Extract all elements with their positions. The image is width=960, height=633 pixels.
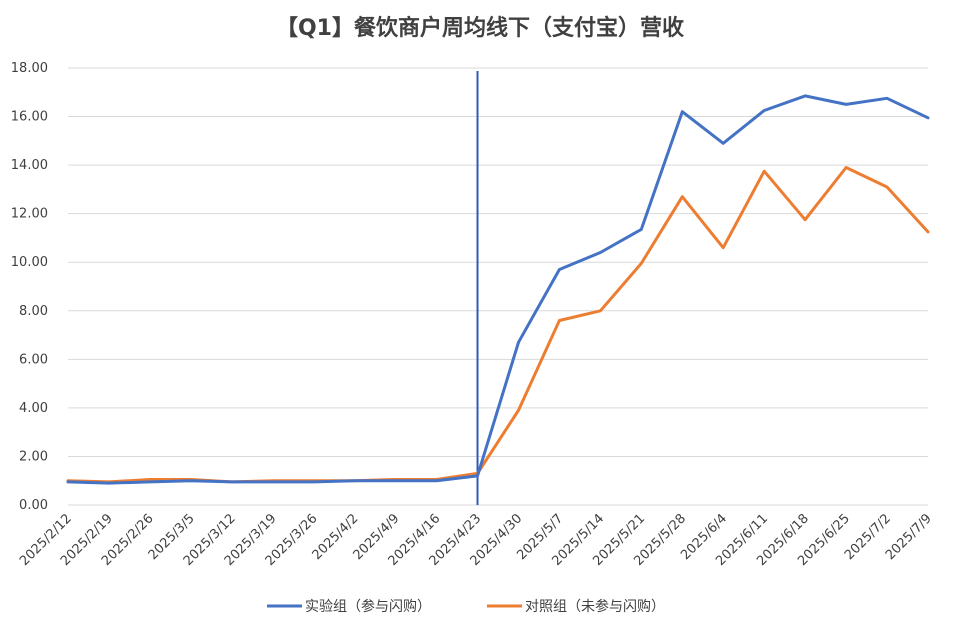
legend-item-experiment: 实验组（参与闪购）: [267, 598, 431, 615]
legend-label: 对照组（未参与闪购）: [525, 598, 665, 615]
legend-item-control: 对照组（未参与闪购）: [487, 598, 665, 615]
y-tick-label: 16.00: [11, 110, 48, 125]
series-lines: [66, 94, 930, 485]
y-tick-label: 10.00: [11, 255, 48, 270]
legend-label: 实验组（参与闪购）: [305, 598, 431, 615]
y-tick-label: 8.00: [19, 304, 48, 319]
series-line-control: [66, 166, 930, 484]
y-axis-tick-labels: 0.00 2.00 4.00 6.00 8.00 10.00 12.00 14.00 16.00…: [11, 61, 48, 513]
y-tick-label: 12.00: [11, 207, 48, 222]
chart-title: 【Q1】餐饮商户周均线下（支付宝）营收: [275, 16, 684, 41]
y-tick-label: 4.00: [19, 401, 48, 416]
y-tick-label: 6.00: [19, 352, 48, 367]
y-tick-label: 14.00: [11, 158, 48, 173]
series-line-experiment: [66, 94, 930, 485]
x-axis-tick-labels: 2025/2/122025/2/192025/2/262025/3/52025/…: [17, 511, 935, 569]
y-tick-label: 2.00: [19, 449, 48, 464]
y-tick-label: 18.00: [11, 61, 48, 76]
y-tick-label: 0.00: [19, 498, 48, 513]
legend: 实验组（参与闪购） 对照组（未参与闪购）: [267, 598, 665, 615]
